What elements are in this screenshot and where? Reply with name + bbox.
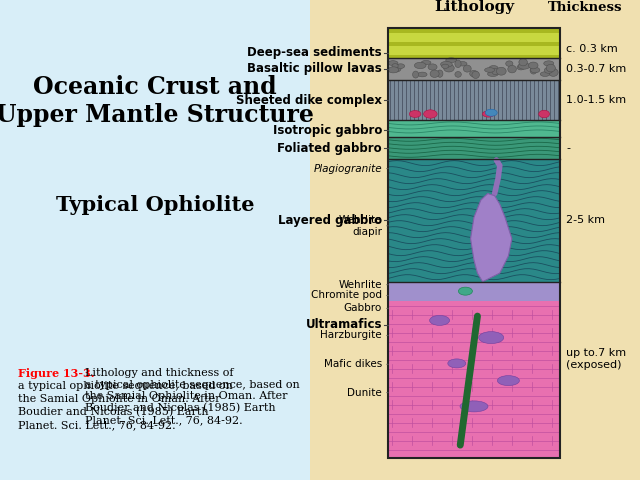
Text: Layered gabbro: Layered gabbro bbox=[278, 214, 382, 227]
Ellipse shape bbox=[388, 60, 398, 65]
Text: Harzburgite: Harzburgite bbox=[321, 330, 382, 340]
Text: 0.3-0.7 km: 0.3-0.7 km bbox=[566, 64, 627, 74]
Ellipse shape bbox=[530, 67, 537, 74]
Text: Wehrlite: Wehrlite bbox=[339, 280, 382, 290]
Text: -: - bbox=[566, 144, 570, 154]
Ellipse shape bbox=[489, 66, 498, 71]
Ellipse shape bbox=[488, 72, 498, 76]
Ellipse shape bbox=[483, 111, 494, 117]
Ellipse shape bbox=[455, 72, 461, 77]
Ellipse shape bbox=[460, 401, 488, 412]
Text: Mafic dikes: Mafic dikes bbox=[324, 359, 382, 369]
Ellipse shape bbox=[430, 70, 439, 77]
Ellipse shape bbox=[470, 71, 478, 77]
Ellipse shape bbox=[531, 67, 540, 73]
Ellipse shape bbox=[445, 58, 457, 62]
Ellipse shape bbox=[448, 359, 466, 368]
Text: Typical
Thickness: Typical Thickness bbox=[547, 0, 622, 14]
Bar bbox=[388, 48, 560, 53]
Ellipse shape bbox=[545, 67, 553, 73]
Ellipse shape bbox=[413, 71, 419, 78]
Ellipse shape bbox=[548, 69, 558, 76]
Ellipse shape bbox=[519, 59, 527, 66]
Ellipse shape bbox=[442, 64, 449, 68]
Text: Deep-sea sediments: Deep-sea sediments bbox=[248, 47, 382, 60]
Text: Boudier and Nicolas (1985) Earth: Boudier and Nicolas (1985) Earth bbox=[18, 407, 209, 417]
Ellipse shape bbox=[392, 64, 401, 72]
Text: 2-5 km: 2-5 km bbox=[566, 215, 605, 225]
Text: Wehrlite
diapir: Wehrlite diapir bbox=[339, 215, 382, 237]
Ellipse shape bbox=[484, 68, 495, 72]
Text: Lithology: Lithology bbox=[434, 0, 514, 14]
Ellipse shape bbox=[455, 60, 461, 68]
Text: Chromite pod: Chromite pod bbox=[311, 290, 382, 300]
Ellipse shape bbox=[539, 110, 550, 118]
Text: Oceanic Crust and
Upper Mantle Structure: Oceanic Crust and Upper Mantle Structure bbox=[0, 75, 314, 127]
Ellipse shape bbox=[459, 61, 467, 66]
Text: Plagiogranite: Plagiogranite bbox=[314, 164, 382, 174]
Bar bbox=[388, 282, 560, 301]
Text: Figure 13-3.: Figure 13-3. bbox=[18, 368, 95, 379]
Text: Planet. Sci. Lett., 76, 84-92.: Planet. Sci. Lett., 76, 84-92. bbox=[18, 420, 175, 430]
Ellipse shape bbox=[397, 64, 404, 69]
Ellipse shape bbox=[547, 64, 556, 72]
Bar bbox=[388, 28, 560, 58]
Ellipse shape bbox=[440, 61, 452, 67]
Text: c. 0.3 km: c. 0.3 km bbox=[566, 44, 618, 54]
Ellipse shape bbox=[544, 61, 554, 66]
Text: Lithology and thickness of
a typical ophiolite sequence, based on
the Samial Oph: Lithology and thickness of a typical oph… bbox=[85, 368, 300, 425]
Ellipse shape bbox=[472, 71, 479, 78]
Ellipse shape bbox=[518, 63, 530, 69]
Ellipse shape bbox=[428, 64, 437, 70]
Bar bbox=[388, 58, 560, 80]
Ellipse shape bbox=[529, 62, 538, 69]
Bar bbox=[388, 120, 560, 137]
Ellipse shape bbox=[492, 69, 499, 75]
Ellipse shape bbox=[388, 67, 399, 73]
Ellipse shape bbox=[424, 110, 437, 118]
Ellipse shape bbox=[444, 64, 454, 72]
Bar bbox=[388, 159, 560, 282]
Bar bbox=[388, 42, 560, 46]
Bar bbox=[388, 36, 560, 40]
Ellipse shape bbox=[497, 67, 506, 75]
Text: Dunite: Dunite bbox=[348, 388, 382, 397]
Ellipse shape bbox=[517, 65, 525, 70]
Text: a typical ophiolite sequence, based on: a typical ophiolite sequence, based on bbox=[18, 381, 233, 391]
Ellipse shape bbox=[418, 72, 427, 77]
Text: Isotropic gabbro: Isotropic gabbro bbox=[273, 124, 382, 137]
Ellipse shape bbox=[409, 110, 421, 118]
Ellipse shape bbox=[437, 70, 443, 77]
Text: Typical Ophiolite: Typical Ophiolite bbox=[56, 195, 254, 215]
Bar bbox=[310, 0, 640, 480]
Text: Foliated gabbro: Foliated gabbro bbox=[277, 142, 382, 155]
Ellipse shape bbox=[508, 65, 516, 73]
Ellipse shape bbox=[458, 287, 472, 295]
Ellipse shape bbox=[429, 315, 450, 325]
Text: Gabbro: Gabbro bbox=[344, 303, 382, 313]
Text: the Samial Ophiolite in Oman. After: the Samial Ophiolite in Oman. After bbox=[18, 394, 221, 404]
Text: 1.0-1.5 km: 1.0-1.5 km bbox=[566, 95, 626, 105]
Bar bbox=[388, 28, 560, 458]
Text: Ultramafics: Ultramafics bbox=[305, 318, 382, 331]
Ellipse shape bbox=[540, 72, 550, 76]
Bar bbox=[388, 80, 560, 120]
Polygon shape bbox=[470, 193, 512, 282]
Bar bbox=[388, 301, 560, 458]
Ellipse shape bbox=[421, 60, 431, 65]
Ellipse shape bbox=[506, 61, 513, 66]
Bar bbox=[388, 55, 560, 60]
Text: Sheeted dike complex: Sheeted dike complex bbox=[236, 94, 382, 107]
Bar bbox=[388, 137, 560, 159]
Ellipse shape bbox=[463, 65, 471, 72]
Ellipse shape bbox=[479, 332, 504, 344]
Ellipse shape bbox=[497, 376, 520, 385]
Text: Basaltic pillow lavas: Basaltic pillow lavas bbox=[247, 62, 382, 75]
Ellipse shape bbox=[414, 62, 426, 69]
Bar bbox=[388, 29, 560, 33]
Ellipse shape bbox=[485, 109, 497, 116]
Ellipse shape bbox=[392, 64, 398, 68]
Text: up to.7 km
(exposed): up to.7 km (exposed) bbox=[566, 348, 626, 370]
